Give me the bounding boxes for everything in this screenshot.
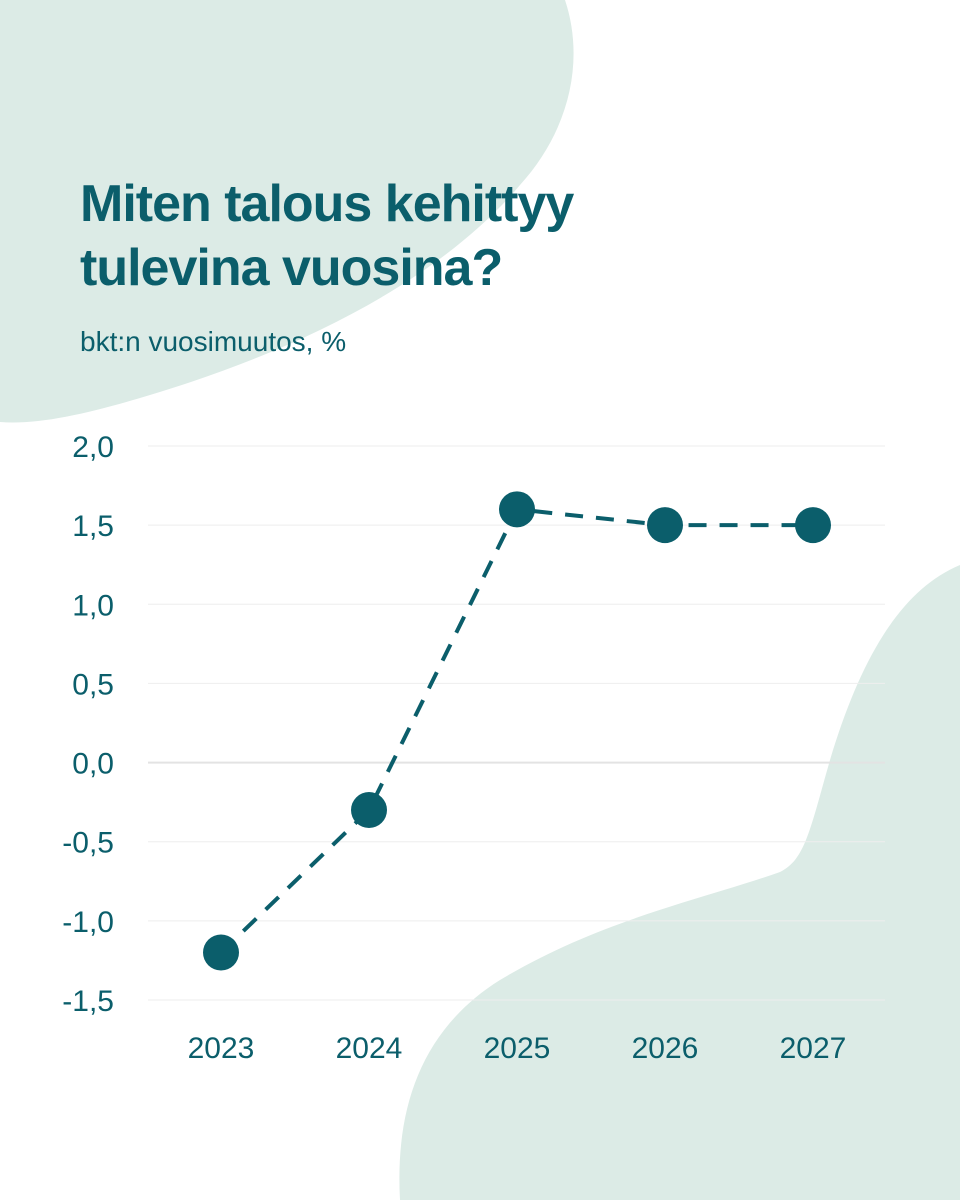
top-left-blob xyxy=(0,0,574,423)
gridlines xyxy=(148,445,885,1001)
data-point xyxy=(795,507,831,544)
series-line-path xyxy=(219,507,813,954)
x-tick-label: 2025 xyxy=(484,1032,551,1065)
x-tick-label: 2023 xyxy=(188,1032,255,1065)
y-tick-label: 1,5 xyxy=(72,510,114,543)
series-line xyxy=(219,507,813,954)
data-point xyxy=(499,491,535,528)
y-tick-label: 2,0 xyxy=(72,431,114,464)
x-axis-tick-labels: 2023 2024 2025 2026 2027 xyxy=(188,1032,847,1065)
y-tick-label: 0,0 xyxy=(72,748,114,781)
series-points xyxy=(203,491,831,971)
page-title: Miten talous kehittyy tulevina vuosina? xyxy=(80,175,574,297)
y-tick-label: 1,0 xyxy=(72,589,114,622)
x-tick-label: 2026 xyxy=(632,1032,699,1065)
data-point xyxy=(351,792,387,829)
y-tick-label: -1,5 xyxy=(62,985,114,1018)
y-tick-label: -0,5 xyxy=(62,827,114,860)
data-point xyxy=(203,934,239,971)
chart-subtitle: bkt:n vuosimuutos, % xyxy=(80,326,347,357)
x-tick-label: 2027 xyxy=(780,1032,847,1065)
y-tick-label: 0,5 xyxy=(72,668,114,701)
x-tick-label: 2024 xyxy=(336,1032,403,1065)
bottom-right-blob xyxy=(399,565,960,1200)
data-point xyxy=(647,507,683,544)
y-tick-label: -1,0 xyxy=(62,906,114,939)
y-axis-tick-labels: 2,0 1,5 1,0 0,5 0,0 -0,5 -1,0 -1,5 xyxy=(62,431,114,1018)
